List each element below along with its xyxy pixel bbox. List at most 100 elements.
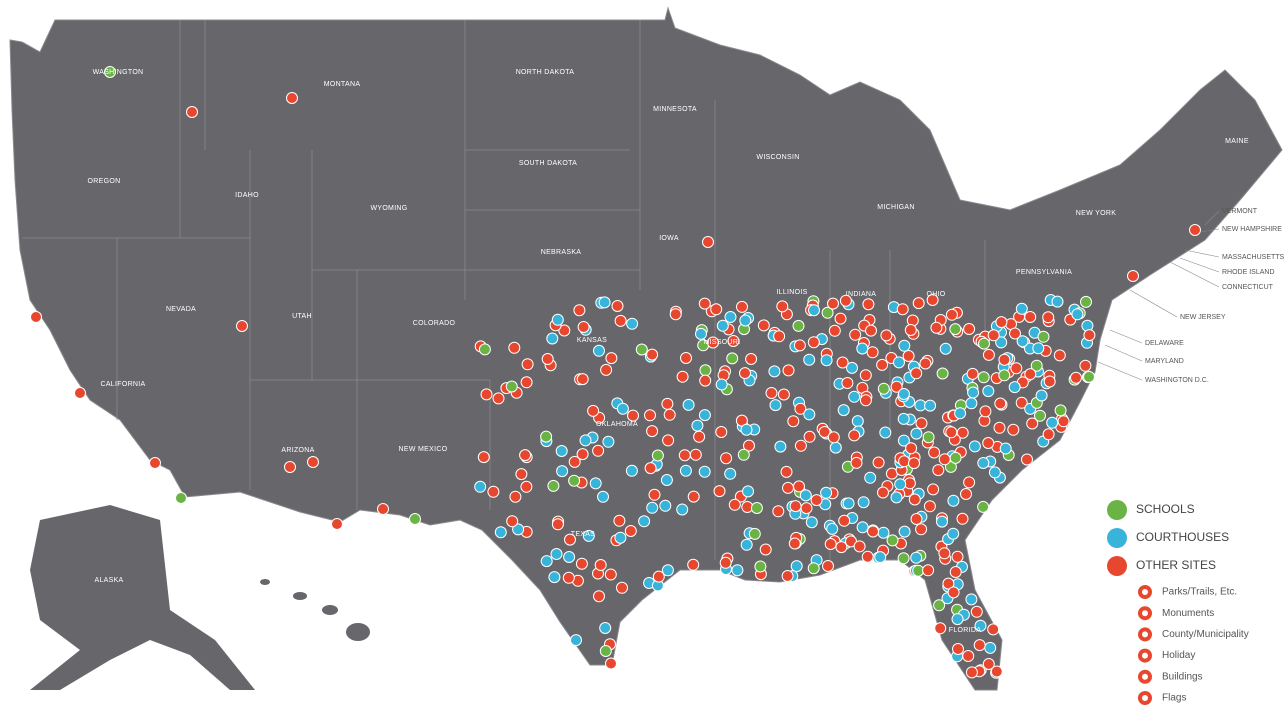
site-marker	[695, 327, 707, 340]
site-marker	[995, 316, 1008, 329]
site-marker	[836, 356, 849, 369]
site-marker	[793, 339, 806, 352]
state-labels: WASHINGTON MONTANA NORTH DAKOTA MINNESOTA OR…	[88, 69, 1249, 634]
site-marker	[1008, 381, 1021, 394]
site-marker	[970, 605, 983, 618]
site-marker	[978, 337, 990, 350]
site-marker	[599, 645, 612, 657]
callout-label: WASHINGTON D.C.	[1145, 377, 1209, 384]
site-marker	[1042, 428, 1055, 441]
site-marker	[856, 342, 869, 355]
site-marker	[898, 339, 911, 352]
site-marker	[575, 557, 588, 570]
site-marker	[977, 457, 990, 469]
site-marker	[719, 556, 732, 569]
site-marker	[508, 341, 521, 354]
site-marker	[286, 92, 298, 104]
site-marker	[521, 358, 534, 371]
site-marker	[582, 529, 595, 542]
site-marker	[506, 515, 519, 528]
site-marker	[859, 394, 872, 407]
site-marker	[936, 367, 949, 380]
site-marker	[898, 525, 911, 538]
site-marker	[848, 390, 861, 403]
state-label: WYOMING	[370, 205, 407, 212]
site-marker	[487, 485, 500, 498]
site-marker	[966, 367, 979, 380]
site-marker	[492, 392, 505, 405]
site-marker	[977, 371, 990, 384]
site-marker	[838, 514, 851, 527]
site-marker	[945, 426, 958, 439]
site-marker	[520, 376, 533, 389]
legend-icon	[1107, 556, 1127, 576]
site-marker	[646, 348, 659, 361]
site-marker	[635, 343, 648, 356]
site-marker	[886, 534, 899, 547]
site-marker	[824, 538, 837, 550]
state-label: WASHINGTON	[93, 69, 144, 76]
site-marker	[922, 564, 935, 577]
site-marker	[754, 560, 767, 573]
site-marker	[827, 297, 839, 310]
legend-subicon-inner	[1142, 610, 1148, 617]
site-marker	[149, 457, 161, 469]
callout-line	[1184, 249, 1220, 258]
site-marker	[826, 522, 839, 535]
site-marker	[659, 499, 672, 512]
site-marker	[880, 329, 893, 342]
site-marker	[750, 502, 763, 514]
site-marker	[979, 405, 992, 418]
site-marker	[874, 551, 887, 564]
site-marker	[807, 562, 820, 575]
site-marker	[1189, 224, 1201, 236]
site-marker	[593, 344, 605, 357]
site-marker	[1070, 371, 1082, 384]
site-marker	[782, 481, 794, 494]
site-marker	[661, 397, 674, 410]
state-label: UTAH	[292, 313, 312, 320]
site-marker	[679, 464, 692, 477]
site-marker	[828, 324, 841, 337]
site-marker	[910, 551, 923, 564]
site-marker	[822, 560, 834, 572]
site-marker	[898, 455, 911, 468]
callout-label: NEW HAMPSHIRE	[1222, 226, 1282, 233]
site-marker	[994, 397, 1007, 410]
site-marker	[616, 402, 629, 415]
site-marker	[974, 619, 987, 632]
site-marker	[837, 404, 850, 417]
site-marker	[781, 570, 794, 582]
site-marker	[652, 570, 665, 583]
site-marker	[890, 380, 903, 393]
legend-label: OTHER SITES	[1136, 558, 1216, 572]
site-marker	[739, 314, 752, 327]
site-marker	[644, 462, 657, 475]
site-marker	[835, 541, 848, 554]
site-marker	[990, 665, 1003, 678]
site-marker	[934, 622, 947, 635]
legend-subicon-inner	[1142, 652, 1148, 659]
site-marker	[1034, 409, 1046, 422]
site-marker	[768, 365, 781, 378]
site-marker	[546, 332, 559, 345]
site-marker	[949, 451, 962, 464]
site-marker	[651, 449, 664, 462]
site-marker	[699, 364, 712, 377]
site-marker	[848, 429, 861, 442]
alaska	[30, 505, 255, 690]
site-marker	[999, 442, 1012, 455]
site-marker	[849, 328, 862, 341]
legend-sublabel: County/Municipality	[1162, 629, 1249, 640]
site-marker	[774, 440, 787, 453]
site-marker	[627, 409, 639, 422]
site-marker	[759, 543, 772, 556]
legend-subicon-inner	[1142, 631, 1148, 638]
site-marker	[563, 551, 576, 563]
site-marker	[1035, 389, 1048, 402]
site-marker	[894, 478, 907, 491]
site-marker	[715, 378, 728, 391]
site-marker	[727, 335, 740, 347]
site-marker	[1030, 359, 1043, 372]
site-marker	[1015, 302, 1028, 315]
